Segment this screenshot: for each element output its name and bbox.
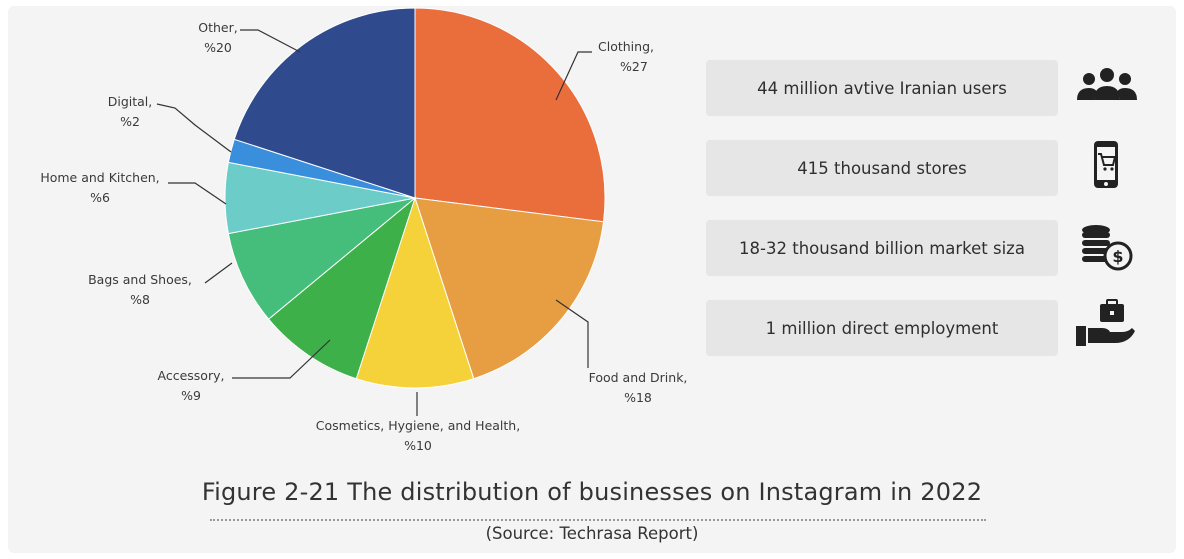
- mobile-shopping-cart-icon: [1094, 141, 1118, 188]
- leader-line: [240, 29, 301, 53]
- figure-source: (Source: Techrasa Report): [485, 524, 699, 543]
- pie-slice-clothing: [414, 7, 606, 223]
- label-cosmetics: Cosmetics, Hygiene, and Health, %10: [315, 418, 521, 453]
- pie-slice-food-and-drink: [414, 197, 605, 380]
- pie-slice-bags-and-shoes: [227, 197, 416, 320]
- label-home-and-kitchen: Home and Kitchen, %6: [40, 170, 160, 205]
- pie-slice-accessory: [267, 196, 417, 380]
- caption-divider: [210, 519, 986, 521]
- label-clothing: Clothing, %27: [598, 39, 654, 74]
- label-bags-and-shoes: Bags and Shoes, %8: [88, 272, 192, 307]
- hand-briefcase-icon: [1076, 299, 1135, 346]
- stat-users: 44 million avtive Iranian users: [706, 60, 1058, 116]
- label-accessory: Accessory, %9: [157, 368, 225, 403]
- pie-slice-other: [233, 7, 416, 199]
- coins-dollar-icon: $: [1082, 225, 1133, 271]
- label-digital: Digital, %2: [107, 94, 153, 129]
- figure-caption: Figure 2-21 The distribution of business…: [201, 478, 983, 506]
- leader-line: [156, 103, 232, 153]
- stat-employment: 1 million direct employment: [706, 300, 1058, 356]
- stat-users-text: 44 million avtive Iranian users: [757, 78, 1007, 98]
- stat-stores-text: 415 thousand stores: [797, 158, 967, 178]
- pie-slice-cosmetics-hygiene-and-health: [355, 196, 475, 389]
- svg-text:$: $: [1112, 247, 1123, 266]
- leader-line: [555, 299, 589, 368]
- stat-employment-text: 1 million direct employment: [765, 318, 999, 338]
- leader-line: [168, 182, 227, 205]
- stat-market-size-text: 18-32 thousand billion market siza: [739, 238, 1025, 258]
- users-group-icon: [1077, 68, 1137, 100]
- label-food-and-drink: Food and Drink, %18: [588, 370, 688, 405]
- leader-line: [204, 262, 233, 284]
- label-other: Other, %20: [198, 20, 238, 55]
- stat-stores: 415 thousand stores: [706, 140, 1058, 196]
- leader-line: [232, 339, 331, 379]
- stat-market-size: 18-32 thousand billion market siza: [706, 220, 1058, 276]
- leader-line: [555, 51, 592, 101]
